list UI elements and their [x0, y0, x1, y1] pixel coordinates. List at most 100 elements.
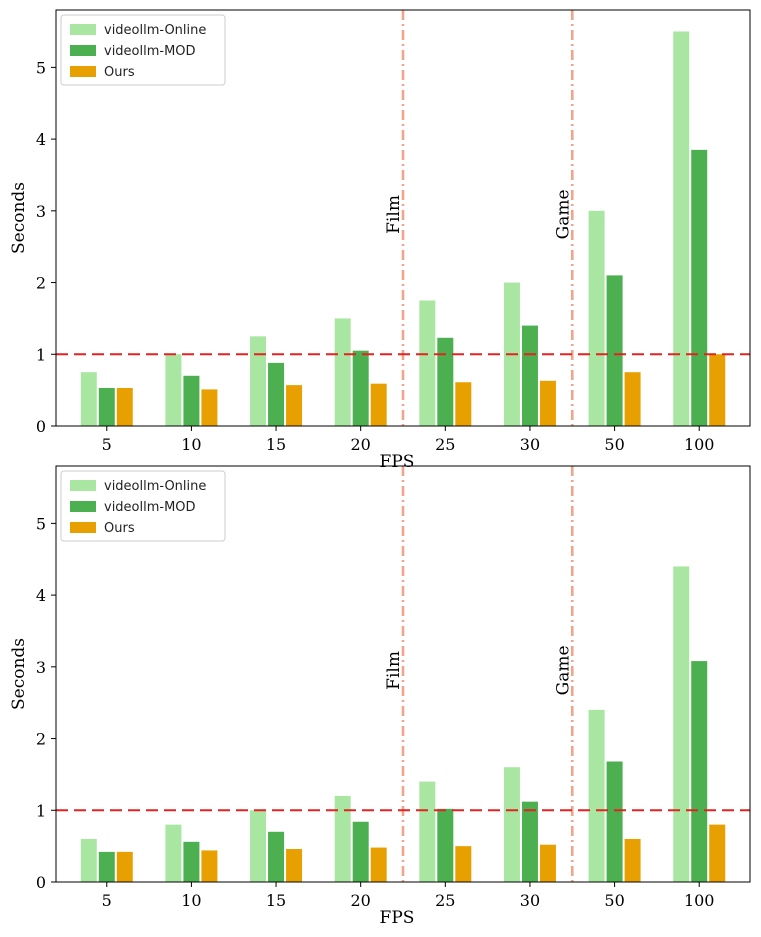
vline-label-film: Film [384, 651, 404, 690]
series-ours [116, 824, 726, 882]
bar-ours-10 [201, 850, 218, 882]
bar-videollm-mod-100 [691, 661, 708, 882]
legend-label-ours: Ours [104, 521, 135, 536]
bar-videollm-online-5 [80, 372, 97, 426]
y-tick-label: 5 [36, 58, 46, 77]
y-tick-label: 1 [36, 345, 46, 364]
legend-swatch-ours [70, 66, 96, 77]
x-tick-label: 20 [351, 435, 371, 454]
bar-ours-50 [624, 838, 641, 882]
legend-swatch-videollm-online [70, 480, 96, 491]
y-tick-label: 1 [36, 801, 46, 820]
x-tick-label: 15 [266, 435, 286, 454]
x-tick-label: 10 [181, 891, 201, 910]
x-tick-label: 25 [435, 891, 455, 910]
x-tick-label: 50 [604, 891, 624, 910]
chart-panel-2: Film Game 0 1 2 3 4 5 5 10 15 20 25 30 50 100 FPS Seconds… [9, 465, 751, 928]
legend-label-videollm-online: videollm-Online [104, 479, 206, 494]
vline-label-game: Game [553, 645, 573, 695]
x-tick-label: 100 [684, 435, 715, 454]
x-tick-label: 100 [684, 891, 715, 910]
bar-videollm-online-10 [165, 824, 182, 882]
bar-videollm-mod-10 [183, 841, 200, 882]
bar-videollm-mod-15 [268, 362, 285, 426]
x-tick-label: 20 [351, 891, 371, 910]
bar-videollm-mod-100 [691, 149, 708, 427]
bar-videollm-online-100 [673, 31, 690, 426]
bar-videollm-online-30 [503, 767, 520, 882]
legend-swatch-ours [70, 522, 96, 533]
bar-videollm-mod-25 [437, 808, 454, 882]
legend-swatch-videollm-mod [70, 45, 96, 56]
bar-ours-20 [370, 383, 387, 426]
x-tick-label: 30 [520, 891, 540, 910]
legend-box [60, 470, 226, 542]
legend-box [60, 14, 226, 86]
y-tick-label: 4 [36, 586, 46, 605]
x-tick-label: 5 [102, 891, 112, 910]
series-videollm-online [80, 566, 690, 882]
x-axis-label: FPS [380, 452, 415, 472]
bar-videollm-online-50 [588, 210, 605, 426]
plot-frame [55, 465, 751, 883]
y-tick-label: 3 [36, 202, 46, 221]
y-tick-label: 2 [36, 730, 46, 749]
plot-frame [55, 9, 751, 427]
y-axis-label: Seconds [9, 638, 29, 710]
y-tick-label: 0 [36, 417, 46, 436]
x-tick-label: 50 [604, 435, 624, 454]
x-tick-label: 10 [181, 435, 201, 454]
y-tick-label: 0 [36, 873, 46, 892]
y-axis-label: Seconds [9, 182, 29, 254]
x-tick-label: 30 [520, 435, 540, 454]
y-tick-label: 5 [36, 514, 46, 533]
legend-label-videollm-online: videollm-Online [104, 23, 206, 38]
y-tick-label: 3 [36, 658, 46, 677]
bar-videollm-online-100 [673, 566, 690, 882]
bar-videollm-online-25 [419, 781, 436, 882]
legend: videollm-Online videollm-MOD Ours [60, 470, 226, 542]
bar-videollm-mod-30 [521, 325, 538, 426]
bar-ours-10 [201, 389, 218, 426]
bar-ours-50 [624, 372, 641, 426]
bar-videollm-mod-15 [268, 831, 285, 882]
bar-videollm-online-5 [80, 838, 97, 882]
legend-label-videollm-mod: videollm-MOD [104, 500, 196, 515]
legend-swatch-videollm-mod [70, 501, 96, 512]
bar-videollm-mod-50 [606, 275, 623, 426]
legend: videollm-Online videollm-MOD Ours [60, 14, 226, 86]
vline-label-film: Film [384, 195, 404, 234]
bar-videollm-mod-30 [521, 801, 538, 882]
y-tick-label: 4 [36, 130, 46, 149]
bar-videollm-mod-5 [98, 387, 115, 426]
bar-videollm-mod-5 [98, 851, 115, 882]
bar-ours-25 [455, 846, 472, 882]
bar-videollm-online-20 [334, 318, 351, 426]
bar-ours-5 [116, 851, 133, 882]
bar-videollm-mod-20 [352, 821, 369, 882]
bar-ours-30 [539, 844, 556, 882]
bar-ours-100 [709, 824, 726, 882]
bar-ours-15 [286, 385, 303, 426]
bar-videollm-online-25 [419, 300, 436, 426]
bar-videollm-mod-25 [437, 337, 454, 426]
bar-ours-15 [286, 849, 303, 882]
bar-ours-25 [455, 382, 472, 426]
bar-videollm-online-20 [334, 795, 351, 882]
bar-videollm-mod-50 [606, 761, 623, 882]
bar-videollm-online-50 [588, 709, 605, 882]
bar-videollm-online-10 [165, 354, 182, 426]
x-tick-label: 15 [266, 891, 286, 910]
bar-ours-20 [370, 847, 387, 882]
legend-swatch-videollm-online [70, 24, 96, 35]
legend-label-videollm-mod: videollm-MOD [104, 44, 196, 59]
x-tick-label: 5 [102, 435, 112, 454]
bar-videollm-mod-10 [183, 375, 200, 426]
series-videollm-mod [98, 661, 708, 882]
vline-label-game: Game [553, 189, 573, 239]
chart-panel-1: Film Game 0 1 2 3 4 5 5 10 15 20 25 30 50 100 FPS Seconds… [9, 9, 751, 472]
bar-videollm-mod-20 [352, 350, 369, 426]
series-videollm-online [80, 31, 690, 426]
bar-ours-5 [116, 387, 133, 426]
